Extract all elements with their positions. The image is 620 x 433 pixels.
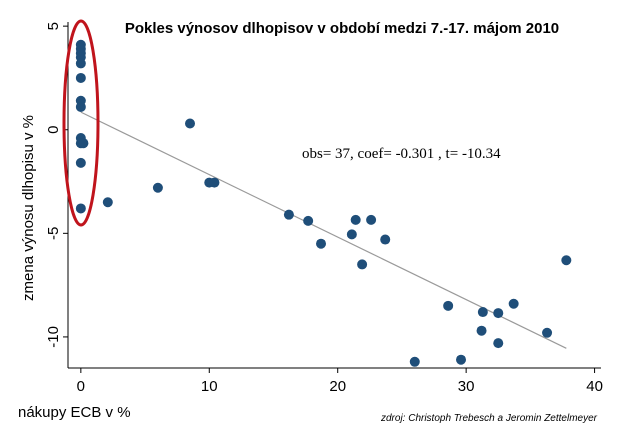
- chart-title: Pokles výnosov dlhopisov v období medzi …: [125, 20, 559, 37]
- data-point: [346, 229, 357, 240]
- data-point: [542, 327, 553, 338]
- x-tick-label: 40: [586, 378, 603, 395]
- data-point: [316, 238, 327, 249]
- data-points: [75, 39, 572, 367]
- x-tick-label: 10: [201, 378, 218, 395]
- data-point: [477, 307, 488, 318]
- data-point: [493, 338, 504, 349]
- x-ticks: 0 10 20 30 40: [77, 368, 603, 395]
- data-point: [185, 118, 196, 129]
- regression-annotation: obs= 37, coef= -0.301 , t= -10.34: [302, 146, 501, 162]
- data-point: [283, 209, 294, 220]
- data-point: [366, 214, 377, 225]
- data-point: [508, 298, 519, 309]
- y-axis-label: zmena výnosu dlhopisu v %: [20, 115, 37, 301]
- data-point: [75, 101, 86, 112]
- data-point: [102, 197, 113, 208]
- data-point: [75, 58, 86, 69]
- y-tick-label: -10: [45, 326, 62, 348]
- x-tick-label: 20: [329, 378, 346, 395]
- data-point: [209, 177, 220, 188]
- y-tick-label: -5: [45, 227, 62, 240]
- data-point: [303, 215, 314, 226]
- data-point: [443, 300, 454, 311]
- data-point: [476, 325, 487, 336]
- x-tick-label: 0: [77, 378, 85, 395]
- source-note: zdroj: Christoph Trebesch a Jeromin Zett…: [380, 413, 598, 424]
- y-tick-label: 5: [45, 22, 62, 30]
- data-point: [78, 138, 89, 149]
- data-point: [75, 157, 86, 168]
- highlight-ellipse: [62, 19, 100, 227]
- x-axis-label: nákupy ECB v %: [18, 404, 131, 421]
- axes: [67, 22, 601, 369]
- data-point: [456, 354, 467, 365]
- data-point: [357, 259, 368, 270]
- data-point: [152, 182, 163, 193]
- data-point: [493, 308, 504, 319]
- y-tick-label: 0: [45, 126, 62, 134]
- y-ticks: 5 0 -5 -10: [45, 22, 68, 348]
- data-point: [561, 255, 572, 266]
- x-tick-label: 30: [458, 378, 475, 395]
- data-point: [350, 214, 361, 225]
- data-point: [409, 356, 420, 367]
- data-point: [380, 234, 391, 245]
- data-point: [75, 72, 86, 83]
- data-point: [75, 203, 86, 214]
